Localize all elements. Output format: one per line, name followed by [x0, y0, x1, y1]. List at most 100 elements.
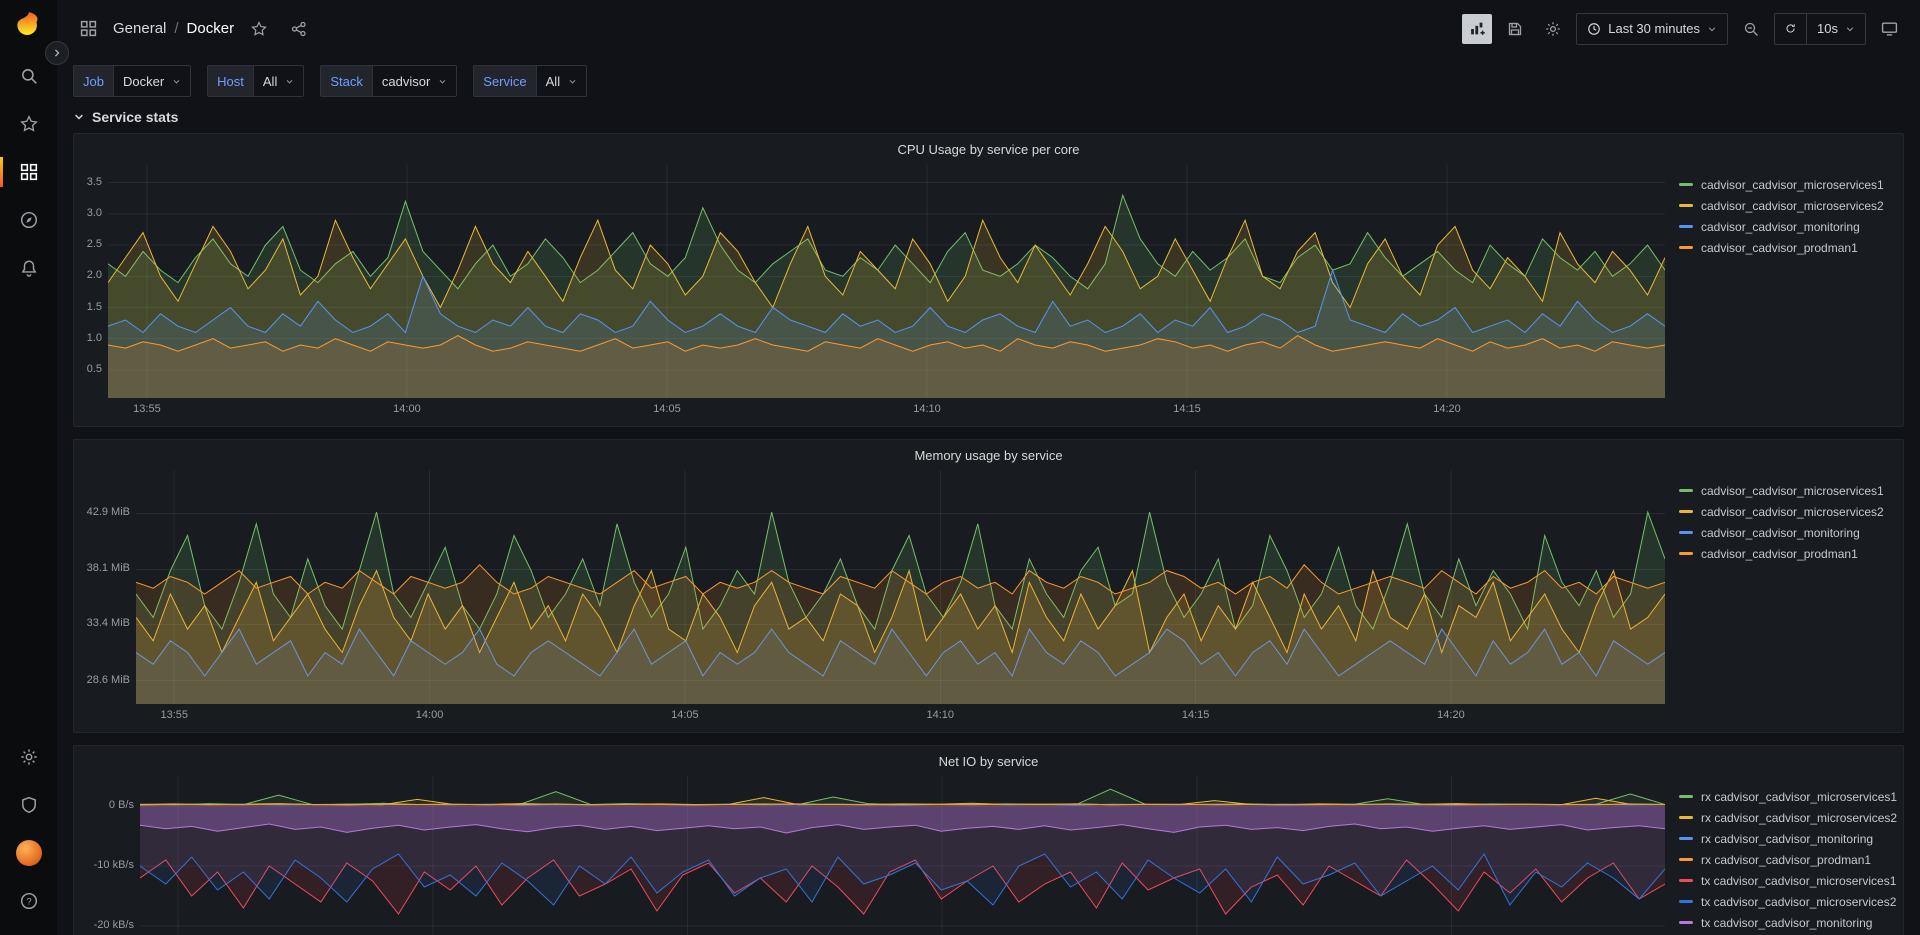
- variable-label: Service: [473, 65, 536, 97]
- panel-title[interactable]: Memory usage by service: [914, 447, 1063, 463]
- y-tick-label: 3.5: [86, 175, 102, 188]
- add-panel-button[interactable]: [1462, 13, 1493, 44]
- help-button[interactable]: ?: [0, 877, 57, 925]
- legend-swatch: [1679, 552, 1693, 555]
- plot-area[interactable]: [108, 164, 1665, 398]
- sidebar-item-explore[interactable]: [0, 196, 57, 244]
- dashboard-settings-button[interactable]: [1538, 14, 1568, 44]
- variable-job: Job Docker: [73, 65, 192, 97]
- dashboard-variables: Job Docker Host All Stack cadvisor Servi…: [57, 57, 1920, 107]
- x-tick-label: 14:05: [653, 403, 681, 415]
- variable-label: Job: [73, 65, 113, 97]
- variable-value-dropdown[interactable]: cadvisor: [371, 65, 458, 97]
- legend-item[interactable]: cadvisor_cadvisor_prodman1: [1679, 543, 1897, 564]
- sidebar-item-alerting[interactable]: [0, 244, 57, 292]
- legend-label: cadvisor_cadvisor_microservices1: [1701, 177, 1884, 192]
- variable-value-dropdown[interactable]: All: [535, 65, 588, 97]
- plot-area[interactable]: [140, 776, 1665, 935]
- time-range-picker[interactable]: Last 30 minutes: [1576, 12, 1729, 45]
- chevron-down-icon: [173, 79, 180, 84]
- legend-label: tx cadvisor_cadvisor_microservices1: [1701, 873, 1897, 888]
- legend-label: rx cadvisor_cadvisor_microservices1: [1701, 789, 1897, 804]
- y-tick-label: 42.9 MiB: [86, 506, 130, 519]
- legend-swatch: [1679, 510, 1693, 513]
- chevron-down-icon: [1846, 26, 1854, 31]
- legend-item[interactable]: rx cadvisor_cadvisor_microservices2: [1679, 807, 1897, 828]
- legend-swatch: [1679, 921, 1693, 924]
- chevron-down-icon: [286, 79, 293, 84]
- legend-item[interactable]: rx cadvisor_cadvisor_microservices1: [1679, 786, 1897, 807]
- variable-value-dropdown[interactable]: Docker: [112, 65, 192, 97]
- sidebar-item-dashboards[interactable]: [0, 148, 57, 196]
- row-toggle-service-stats[interactable]: Service stats: [57, 107, 1920, 133]
- legend-item[interactable]: tx cadvisor_cadvisor_microservices2: [1679, 891, 1897, 912]
- sidebar-expand-toggle[interactable]: [45, 41, 69, 65]
- time-range-label: Last 30 minutes: [1608, 21, 1701, 36]
- y-tick-label: 2.5: [86, 238, 102, 251]
- avatar: [15, 840, 42, 866]
- tv-mode-button[interactable]: [1874, 14, 1904, 44]
- panel-title[interactable]: Net IO by service: [938, 753, 1039, 769]
- legend-swatch: [1679, 816, 1693, 819]
- starred-button[interactable]: [0, 100, 57, 148]
- grafana-logo[interactable]: [13, 10, 45, 42]
- legend-label: cadvisor_cadvisor_monitoring: [1701, 525, 1860, 540]
- legend-item[interactable]: cadvisor_cadvisor_monitoring: [1679, 522, 1897, 543]
- legend-label: rx cadvisor_cadvisor_prodman1: [1701, 852, 1872, 867]
- variable-value-dropdown[interactable]: All: [252, 65, 305, 97]
- configuration-button[interactable]: [0, 733, 57, 781]
- zoom-out-button[interactable]: [1736, 14, 1766, 44]
- legend-label: cadvisor_cadvisor_microservices2: [1701, 504, 1884, 519]
- legend-item[interactable]: tx cadvisor_cadvisor_microservices1: [1679, 870, 1897, 891]
- legend-item[interactable]: rx cadvisor_cadvisor_prodman1: [1679, 849, 1897, 870]
- y-tick-label: 2.0: [86, 269, 102, 282]
- legend-label: cadvisor_cadvisor_microservices2: [1701, 198, 1884, 213]
- legend-label: cadvisor_cadvisor_microservices1: [1701, 483, 1884, 498]
- legend-item[interactable]: cadvisor_cadvisor_monitoring: [1679, 216, 1897, 237]
- panel-net-io: Net IO by service 0 B/s -10 kB/s -20 kB/s …: [73, 745, 1904, 935]
- y-tick-label: 1.5: [86, 300, 102, 313]
- x-tick-label: 14:00: [415, 709, 444, 721]
- legend-swatch: [1679, 531, 1693, 534]
- legend-label: cadvisor_cadvisor_prodman1: [1701, 546, 1858, 561]
- legend-item[interactable]: cadvisor_cadvisor_microservices2: [1679, 195, 1897, 216]
- dashboards-grid-icon: [73, 14, 103, 44]
- refresh-button[interactable]: [1774, 12, 1807, 45]
- breadcrumb-folder[interactable]: General: [113, 20, 167, 37]
- variable-value: Docker: [122, 73, 165, 89]
- legend-label: rx cadvisor_cadvisor_monitoring: [1701, 831, 1874, 846]
- y-tick-label: 38.1 MiB: [86, 562, 130, 575]
- x-tick-label: 13:55: [160, 709, 188, 721]
- search-button[interactable]: [0, 52, 57, 100]
- y-axis: 0 B/s -10 kB/s -20 kB/s: [80, 776, 140, 935]
- legend-item[interactable]: cadvisor_cadvisor_microservices1: [1679, 174, 1897, 195]
- variable-value: All: [262, 73, 278, 89]
- share-button[interactable]: [284, 14, 314, 44]
- legend-item[interactable]: cadvisor_cadvisor_prodman1: [1679, 237, 1897, 258]
- legend-label: rx cadvisor_cadvisor_microservices2: [1701, 810, 1897, 825]
- profile-button[interactable]: [0, 829, 57, 877]
- server-admin-button[interactable]: [0, 781, 57, 829]
- legend-swatch: [1679, 183, 1693, 186]
- refresh-interval-dropdown[interactable]: 10s: [1806, 12, 1866, 45]
- y-tick-label: 0.5: [86, 362, 102, 375]
- y-tick-label: 33.4 MiB: [86, 617, 130, 630]
- legend-item[interactable]: cadvisor_cadvisor_microservices1: [1679, 480, 1897, 501]
- main-area: General / Docker: [57, 0, 1920, 935]
- top-bar: General / Docker: [57, 0, 1920, 57]
- legend-item[interactable]: cadvisor_cadvisor_microservices2: [1679, 501, 1897, 522]
- variable-value: All: [545, 73, 561, 89]
- legend-item[interactable]: tx cadvisor_cadvisor_monitoring: [1679, 912, 1897, 933]
- plot-area[interactable]: [136, 470, 1665, 704]
- variable-label: Host: [207, 65, 253, 97]
- panel-title[interactable]: CPU Usage by service per core: [897, 141, 1080, 157]
- favorite-star-button[interactable]: [244, 14, 274, 44]
- y-tick-label: 28.6 MiB: [86, 673, 130, 686]
- sidebar: ?: [0, 0, 57, 935]
- legend-item[interactable]: rx cadvisor_cadvisor_monitoring: [1679, 828, 1897, 849]
- save-dashboard-button[interactable]: [1500, 14, 1530, 44]
- legend-swatch: [1679, 795, 1693, 798]
